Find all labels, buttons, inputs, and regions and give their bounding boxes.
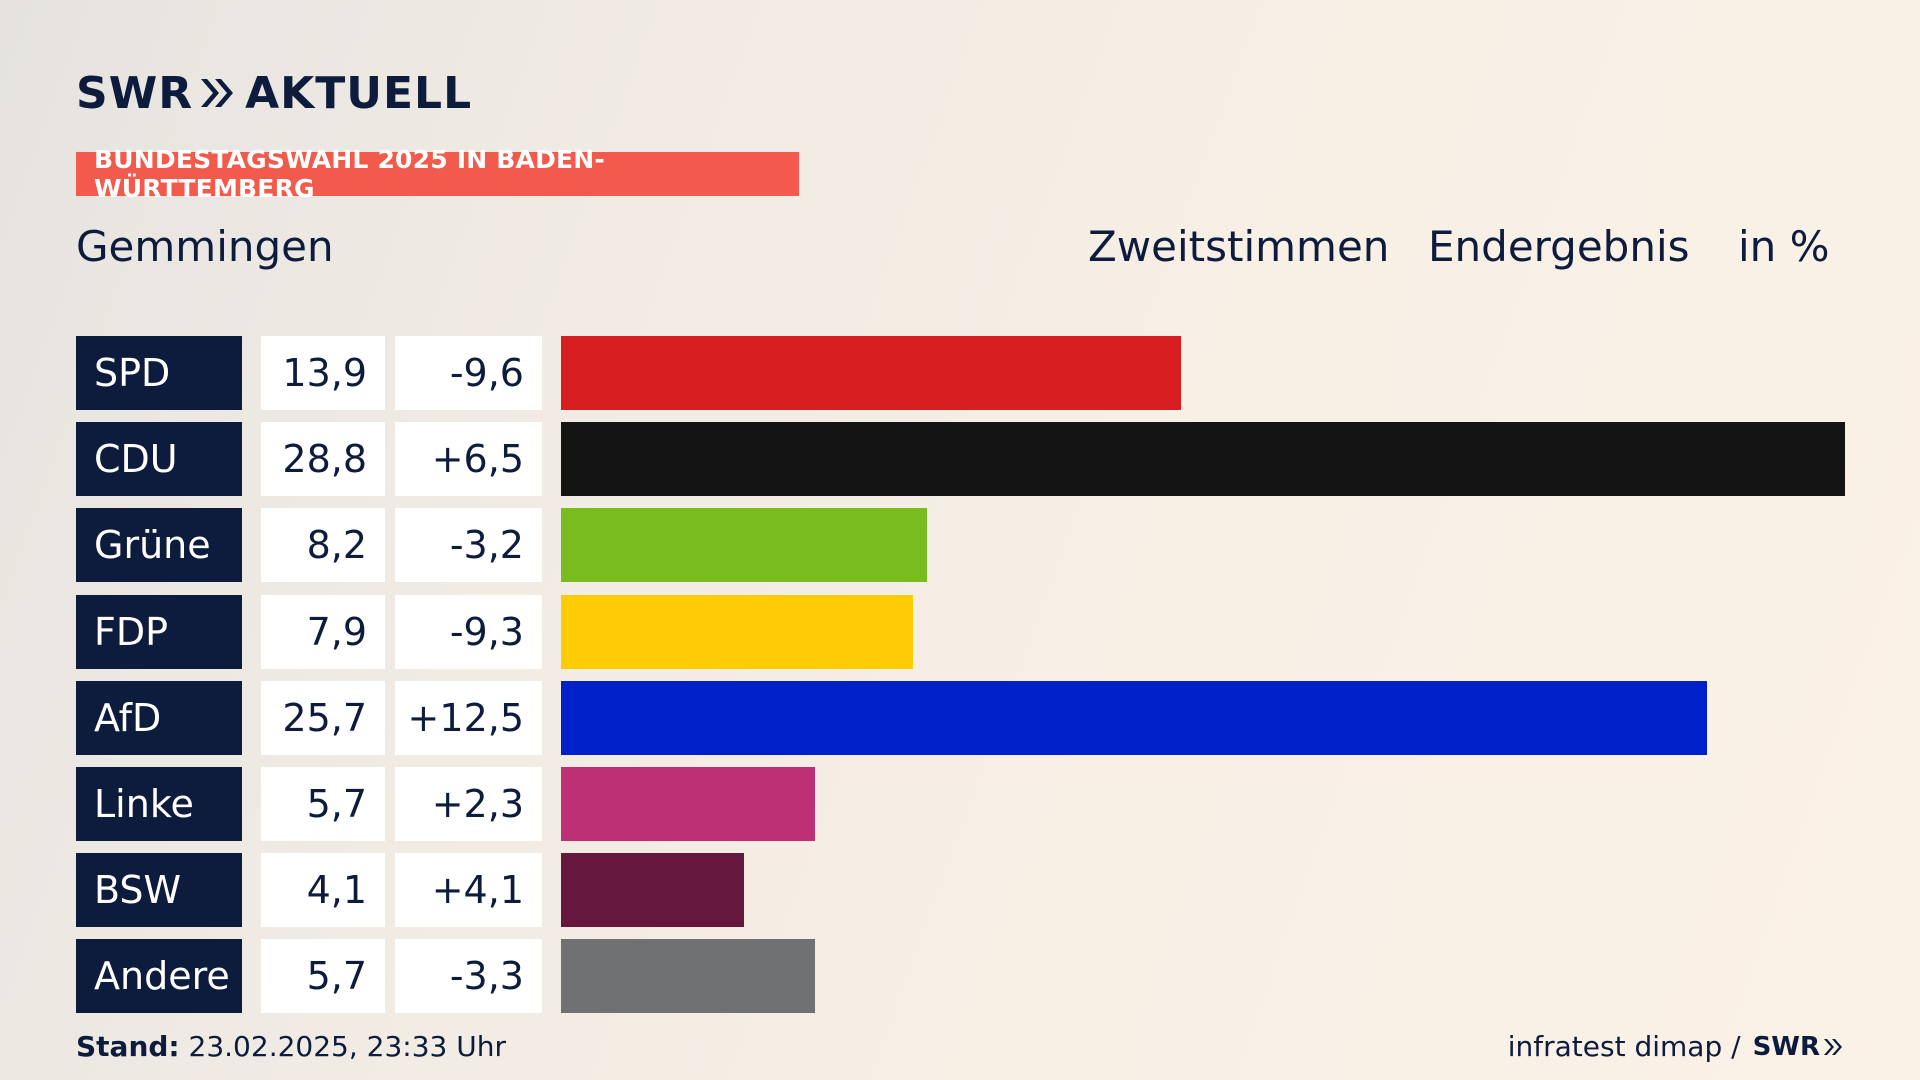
party-label: Andere xyxy=(76,939,242,1014)
vote-share-label: 28,8 xyxy=(261,422,385,497)
party-label: AfD xyxy=(76,680,242,755)
swr-aktuell-logo: SWR AKTUELL xyxy=(76,67,473,119)
change-label: -9,6 xyxy=(395,336,542,410)
result-bar xyxy=(561,594,914,669)
swr-small-logo-text: SWR xyxy=(1752,1031,1820,1062)
vote-share-label: 8,2 xyxy=(261,508,385,583)
party-label: Grüne xyxy=(76,508,242,583)
result-bar xyxy=(561,767,816,841)
party-label: CDU xyxy=(76,422,242,497)
election-banner: BUNDESTAGSWAHL 2025 IN BADEN-WÜRTTEMBERG xyxy=(76,145,799,203)
stand-value: 23.02.2025, 23:33 Uhr xyxy=(188,1030,506,1063)
change-label: -9,3 xyxy=(395,594,542,669)
source-credit: infratest dimap / SWR xyxy=(1508,1030,1844,1063)
source-text: infratest dimap / xyxy=(1507,1030,1741,1063)
swr-small-logo: SWR xyxy=(1753,1032,1844,1062)
vote-share-label: 25,7 xyxy=(261,680,385,755)
place-title: Gemmingen xyxy=(76,222,334,271)
result-bar xyxy=(561,336,1181,410)
change-label: +6,5 xyxy=(395,422,542,497)
double-chevron-icon xyxy=(201,79,234,107)
party-label: Linke xyxy=(76,767,242,841)
double-chevron-icon xyxy=(1824,1038,1842,1055)
logo-aktuell-text: AKTUELL xyxy=(245,67,473,119)
party-label: SPD xyxy=(76,336,242,410)
vote-share-label: 13,9 xyxy=(261,336,385,410)
timestamp: Stand: 23.02.2025, 23:33 Uhr xyxy=(76,1030,506,1063)
stand-label: Stand: xyxy=(76,1030,180,1063)
vote-share-label: 5,7 xyxy=(261,939,385,1014)
vote-share-label: 7,9 xyxy=(261,594,385,669)
change-label: +4,1 xyxy=(395,853,542,928)
result-bar xyxy=(561,939,816,1014)
change-label: -3,3 xyxy=(395,939,542,1014)
logo-swr-text: SWR xyxy=(76,67,194,119)
vote-share-label: 5,7 xyxy=(261,767,385,841)
party-label: FDP xyxy=(76,594,242,669)
vote-share-label: 4,1 xyxy=(261,853,385,928)
change-label: +12,5 xyxy=(395,680,542,755)
change-label: -3,2 xyxy=(395,508,542,583)
change-label: +2,3 xyxy=(395,767,542,841)
party-label: BSW xyxy=(76,853,242,928)
status-label: Endergebnis xyxy=(1428,222,1690,271)
result-bar xyxy=(561,680,1707,755)
result-bar xyxy=(561,508,927,583)
result-bar xyxy=(561,422,1845,497)
vote-type-label: Zweitstimmen xyxy=(1088,222,1390,271)
result-bar xyxy=(561,853,744,928)
unit-label: in % xyxy=(1738,222,1830,271)
